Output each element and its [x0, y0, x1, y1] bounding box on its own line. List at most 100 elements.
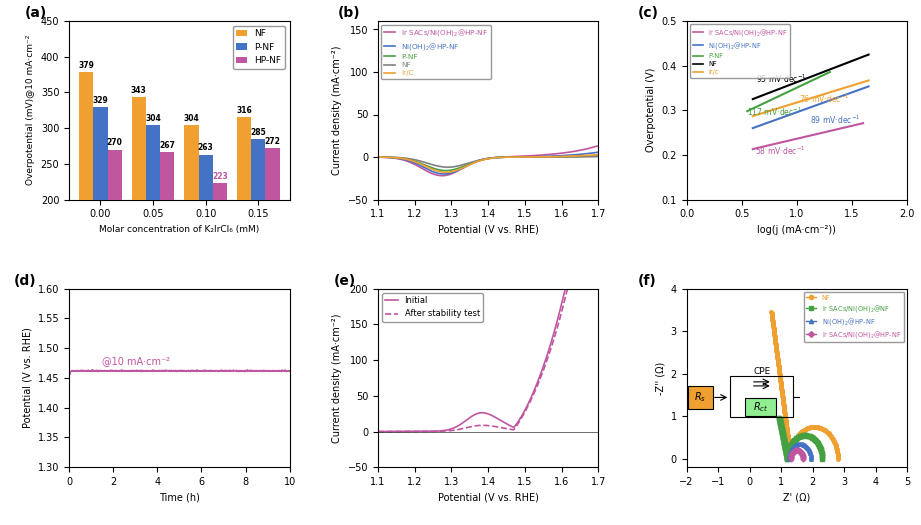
Text: 267: 267 — [159, 141, 175, 150]
Bar — [132, 98, 146, 342]
P-NF — [492, 154, 503, 161]
Bar — [93, 108, 108, 342]
Line: After stability test: After stability test — [378, 289, 599, 432]
Legend: NF, Ir SACs/Ni(OH)$_2$@NF, Ni(OH)$_2$@HP-NF, Ir SACs/Ni(OH)$_2$@HP-NF: NF, Ir SACs/Ni(OH)$_2$@NF, Ni(OH)$_2$@HP… — [804, 292, 904, 342]
Ni(OH)$_2$@HP-NF — [554, 153, 565, 159]
Ir/C — [440, 169, 451, 175]
P-NF — [477, 156, 488, 163]
Text: 223: 223 — [212, 172, 227, 181]
X-axis label: Z' (Ω): Z' (Ω) — [783, 492, 810, 502]
NF — [477, 156, 488, 162]
Ir SACs/Ni(OH)$_2$@HP-NF — [554, 150, 565, 156]
Ni(OH)$_2$@HP-NF — [593, 149, 604, 155]
Legend: Ir SACs/Ni(OH)$_2$@HP-NF, Ni(OH)$_2$@HP-NF, P-NF, NF, Ir/C: Ir SACs/Ni(OH)$_2$@HP-NF, Ni(OH)$_2$@HP-… — [381, 25, 491, 79]
Line: P-NF: P-NF — [378, 156, 599, 171]
Ni(OH)$_2$@HP-NF — [492, 154, 503, 161]
X-axis label: Time (h): Time (h) — [159, 492, 200, 502]
After stability test — [372, 428, 383, 435]
Initial — [472, 411, 484, 417]
NF — [492, 154, 503, 161]
Initial — [539, 362, 550, 368]
NF — [554, 154, 565, 160]
Text: 379: 379 — [78, 60, 94, 69]
Text: (e): (e) — [333, 274, 356, 288]
NF — [372, 154, 383, 160]
Ni(OH)$_2$@HP-NF — [588, 150, 599, 156]
Ir/C — [372, 154, 383, 160]
P-NF — [554, 154, 565, 160]
Legend: Initial, After stability test: Initial, After stability test — [382, 293, 484, 322]
Bar — [146, 125, 160, 342]
Text: (a): (a) — [25, 6, 47, 20]
Text: (c): (c) — [638, 6, 659, 20]
After stability test — [519, 408, 530, 415]
P-NF — [588, 153, 599, 159]
Y-axis label: -Z'' (Ω): -Z'' (Ω) — [655, 361, 665, 395]
After stability test — [429, 428, 440, 435]
Ir SACs/Ni(OH)$_2$@HP-NF — [372, 154, 383, 160]
P-NF — [479, 156, 490, 162]
Legend: NF, P-NF, HP-NF: NF, P-NF, HP-NF — [233, 26, 286, 69]
Line: NF: NF — [378, 156, 599, 167]
Text: 272: 272 — [264, 137, 280, 146]
Ni(OH)$_2$@HP-NF — [477, 156, 488, 163]
Initial — [519, 407, 530, 413]
Text: 270: 270 — [107, 139, 122, 148]
Bar — [237, 117, 251, 342]
Ir/C — [479, 156, 490, 163]
NF — [593, 153, 604, 160]
Ir SACs/Ni(OH)$_2$@HP-NF — [492, 154, 503, 161]
Initial — [593, 286, 604, 292]
Bar — [184, 125, 199, 342]
After stability test — [593, 286, 604, 292]
After stability test — [539, 366, 550, 372]
X-axis label: log(j (mA·cm⁻²)): log(j (mA·cm⁻²)) — [757, 225, 836, 235]
Line: Ir SACs/Ni(OH)$_2$@HP-NF: Ir SACs/Ni(OH)$_2$@HP-NF — [378, 146, 599, 176]
Bar — [265, 148, 280, 342]
Bar — [108, 150, 122, 342]
Bar — [251, 139, 265, 342]
NF — [504, 154, 515, 160]
NF — [442, 164, 453, 170]
After stability test — [502, 426, 513, 432]
Y-axis label: Potential (V vs. RHE): Potential (V vs. RHE) — [22, 328, 32, 428]
Initial — [502, 422, 513, 428]
Text: (d): (d) — [14, 274, 37, 288]
Ir/C — [477, 156, 488, 163]
Text: @10 mA·cm⁻²: @10 mA·cm⁻² — [102, 356, 170, 366]
Ir/C — [593, 151, 604, 158]
Y-axis label: Current density (mA·cm⁻²): Current density (mA·cm⁻²) — [332, 46, 342, 175]
Ir/C — [504, 154, 515, 160]
Text: 304: 304 — [146, 114, 161, 123]
Ir/C — [554, 153, 565, 160]
Text: (f): (f) — [638, 274, 657, 288]
Initial — [560, 286, 571, 292]
Text: 76 mV·dec$^{-1}$: 76 mV·dec$^{-1}$ — [799, 93, 849, 105]
Text: 58 mV·dec$^{-1}$: 58 mV·dec$^{-1}$ — [755, 144, 805, 157]
NF — [479, 156, 490, 162]
Ir SACs/Ni(OH)$_2$@HP-NF — [588, 144, 599, 150]
Ir SACs/Ni(OH)$_2$@HP-NF — [479, 156, 490, 162]
Bar — [79, 72, 93, 342]
P-NF — [504, 154, 515, 160]
Initial — [372, 428, 383, 435]
Ni(OH)$_2$@HP-NF — [372, 154, 383, 160]
Initial — [429, 428, 440, 434]
Legend: Ir SACs/Ni(OH)$_2$@HP-NF, Ni(OH)$_2$@HP-NF, P-NF, NF, Ir/c: Ir SACs/Ni(OH)$_2$@HP-NF, Ni(OH)$_2$@HP-… — [690, 24, 790, 78]
Y-axis label: Overpotential (V): Overpotential (V) — [646, 68, 656, 152]
Line: Initial: Initial — [378, 289, 599, 432]
Text: 304: 304 — [183, 114, 199, 123]
Ir SACs/Ni(OH)$_2$@HP-NF — [437, 173, 448, 179]
P-NF — [440, 167, 451, 174]
Bar — [199, 154, 213, 342]
X-axis label: Potential (V vs. RHE): Potential (V vs. RHE) — [437, 225, 539, 235]
Ir SACs/Ni(OH)$_2$@HP-NF — [477, 156, 488, 163]
Text: 89 mV·dec$^{-1}$: 89 mV·dec$^{-1}$ — [810, 113, 860, 125]
After stability test — [412, 428, 423, 435]
Y-axis label: Overpotential (mV)@10 mA·cm⁻²: Overpotential (mV)@10 mA·cm⁻² — [26, 35, 35, 185]
Ir/C — [492, 154, 503, 161]
NF — [588, 153, 599, 160]
Text: 285: 285 — [251, 128, 266, 136]
X-axis label: Potential (V vs. RHE): Potential (V vs. RHE) — [437, 492, 539, 502]
Bar — [160, 152, 174, 342]
